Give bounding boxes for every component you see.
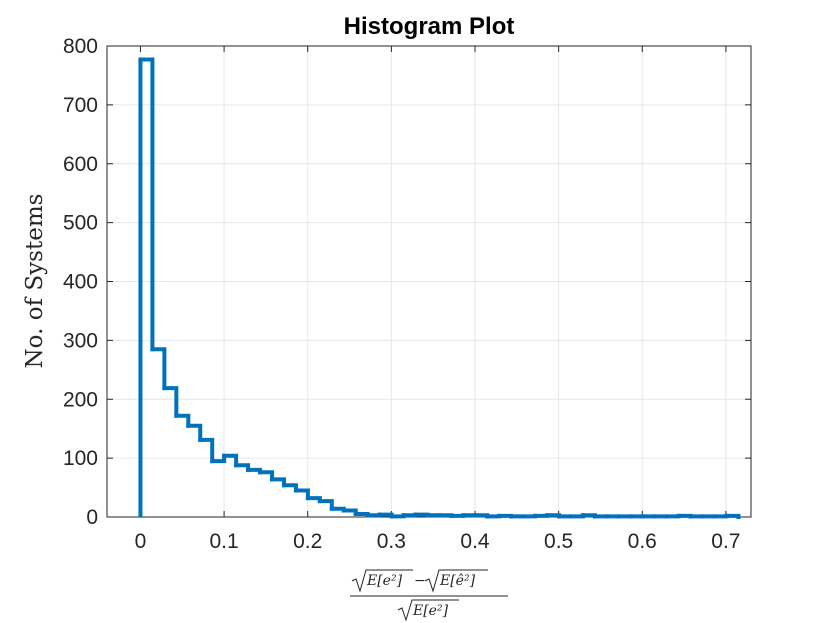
y-tick-label: 800 xyxy=(63,35,98,58)
x-tick-label: 0 xyxy=(135,530,147,553)
sqrt-symbol-num-left xyxy=(351,569,413,593)
x-label-minus: − xyxy=(414,573,426,589)
x-label-denominator: E[e²] xyxy=(412,603,449,619)
sqrt-symbol-denominator xyxy=(397,599,459,622)
histogram-bin xyxy=(258,470,275,482)
x-tick-label: 0.5 xyxy=(544,530,573,553)
y-tick-label: 200 xyxy=(63,388,98,411)
y-tick-label: 0 xyxy=(86,506,98,529)
x-tick-label: 0.3 xyxy=(377,530,406,553)
histogram-bin xyxy=(150,347,167,391)
x-tick-label: 0.6 xyxy=(628,530,657,553)
chart-title: Histogram Plot xyxy=(344,13,515,40)
histogram-bin xyxy=(293,488,310,501)
x-axis-label: E[e²] − E[ê²] E[e²] xyxy=(350,569,508,622)
y-tick-label: 500 xyxy=(63,212,98,235)
histogram-series xyxy=(138,57,741,519)
x-label-numerator-left: E[e²] xyxy=(366,573,403,589)
histogram-bin xyxy=(317,499,334,511)
histogram-bin xyxy=(222,453,239,468)
y-tick-label: 700 xyxy=(63,94,98,117)
histogram-bin xyxy=(138,57,155,352)
x-axis-ticks: 0 0.1 0.2 0.3 0.4 0.5 0.6 0.7 xyxy=(135,46,741,553)
histogram-bin xyxy=(186,423,203,442)
x-tick-label: 0.1 xyxy=(209,530,238,553)
y-axis-label: No. of Systems xyxy=(22,194,48,369)
histogram-bin xyxy=(724,513,741,519)
y-axis-ticks: 0 100 200 300 400 500 600 700 800 xyxy=(63,35,751,529)
x-label-numerator-right: E[ê²] xyxy=(439,573,476,589)
x-tick-label: 0.4 xyxy=(460,530,490,553)
y-tick-label: 100 xyxy=(63,447,98,470)
x-tick-label: 0.2 xyxy=(293,530,322,553)
histogram-bin xyxy=(174,413,191,428)
histogram-bin xyxy=(198,437,215,464)
histogram-bin xyxy=(162,386,179,418)
y-tick-label: 300 xyxy=(63,329,98,352)
x-tick-label: 0.7 xyxy=(711,530,740,553)
y-tick-label: 600 xyxy=(63,153,98,176)
sqrt-symbol-num-right xyxy=(424,569,488,593)
y-tick-label: 400 xyxy=(63,271,98,294)
grid-lines xyxy=(107,45,751,518)
